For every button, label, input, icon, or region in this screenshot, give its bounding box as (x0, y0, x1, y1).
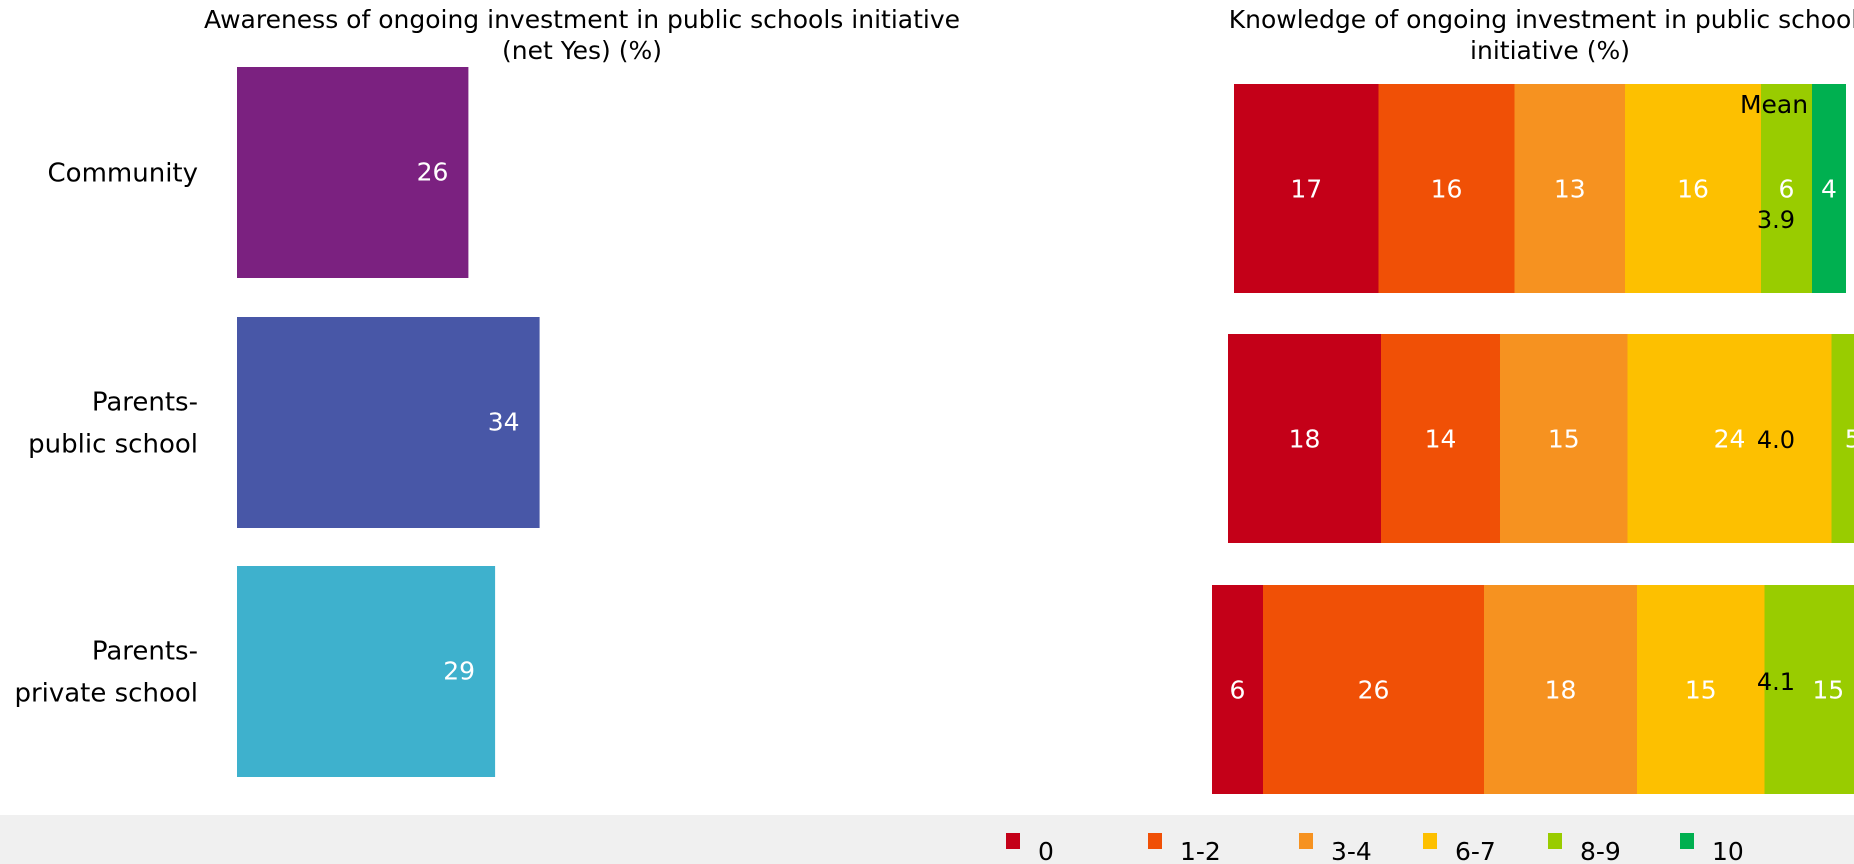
mean-value: 4.1 (1757, 668, 1795, 696)
knowledge-segment (1764, 585, 1854, 794)
knowledge-segment-label: 6 (1230, 676, 1246, 705)
category-label: Parents-public school (28, 388, 198, 460)
chart-title-text: Knowledge of ongoing investment in publi… (1229, 5, 1854, 65)
legend-label: 0 (1038, 837, 1054, 864)
knowledge-segment (1228, 334, 1381, 543)
category-label-line: Parents- (92, 637, 198, 667)
legend-label: 6-7 (1455, 837, 1496, 864)
category-label: Parents-private school (14, 637, 198, 709)
awareness-bar (237, 317, 540, 528)
knowledge-segment-label: 18 (1545, 676, 1577, 705)
knowledge-segment (1514, 84, 1625, 293)
knowledge-segment (1234, 84, 1379, 293)
knowledge-segment (1627, 334, 1832, 543)
legend-label: 8-9 (1580, 837, 1621, 864)
legend-swatch (1680, 833, 1694, 849)
awareness-bar-label: 29 (443, 657, 475, 686)
knowledge-segment (1637, 585, 1765, 794)
awareness-chart-title: Awareness of ongoing investment in publi… (204, 5, 960, 65)
knowledge-segment-label: 16 (1677, 175, 1709, 204)
mean-values: 3.9 4.0 4.1 (1757, 206, 1795, 696)
legend: 0 1-2 3-4 6-7 8-9 10 (1006, 833, 1744, 864)
awareness-bar (237, 566, 496, 777)
awareness-bar-label: 34 (488, 408, 520, 437)
knowledge-segment (1625, 84, 1761, 293)
knowledge-segment-label: 16 (1431, 175, 1463, 204)
legend-swatch (1299, 833, 1313, 849)
knowledge-segment (1500, 334, 1628, 543)
category-label-line: private school (14, 679, 198, 709)
knowledge-segment (1212, 585, 1263, 794)
awareness-bar-label: 26 (417, 158, 449, 187)
knowledge-segment (1761, 84, 1812, 293)
awareness-chart: 26 Community 34 Parents-public school 29 Pare… (14, 67, 540, 777)
knowledge-segment-label: 15 (1548, 425, 1580, 454)
knowledge-segment-label: 26 (1358, 676, 1390, 705)
knowledge-segment-label: 24 (1714, 425, 1746, 454)
mean-value: 3.9 (1757, 206, 1795, 234)
category-label: Community (48, 159, 198, 189)
knowledge-segment (1484, 585, 1637, 794)
chart-title-text: Awareness of ongoing investment in publi… (204, 5, 960, 65)
knowledge-segment-label: 15 (1685, 676, 1717, 705)
knowledge-segment-label: 6 (1779, 175, 1795, 204)
legend-label: 3-4 (1331, 837, 1372, 864)
knowledge-segment-label: 14 (1425, 425, 1457, 454)
knowledge-segment-label: 15 (1812, 676, 1844, 705)
legend-background (0, 815, 1854, 864)
mean-value: 4.0 (1757, 426, 1795, 454)
knowledge-chart: 17161316641814152452626181515 (1212, 84, 1854, 794)
knowledge-segment-label: 4 (1821, 175, 1837, 204)
legend-swatch (1423, 833, 1437, 849)
knowledge-segment (1378, 84, 1515, 293)
chart-title-line: initiative (%) (1470, 36, 1630, 65)
knowledge-segment (1831, 334, 1854, 543)
chart-title-line: Awareness of ongoing investment in publi… (204, 5, 960, 34)
awareness-bar (237, 67, 469, 278)
legend-swatch (1006, 833, 1020, 849)
category-label-line: Parents- (92, 388, 198, 418)
legend-swatch (1548, 833, 1562, 849)
chart-title-line: (net Yes) (%) (502, 36, 662, 65)
mean-header: Mean (1740, 90, 1808, 119)
legend-swatch (1148, 833, 1162, 849)
knowledge-segment-label: 13 (1554, 175, 1586, 204)
knowledge-segment-label: 18 (1289, 425, 1321, 454)
knowledge-segment (1263, 585, 1484, 794)
knowledge-segment (1381, 334, 1500, 543)
category-label-line: Community (48, 159, 198, 189)
knowledge-segment-label: 5 (1845, 425, 1854, 454)
knowledge-segment-label: 17 (1290, 175, 1322, 204)
legend-label: 1-2 (1180, 837, 1221, 864)
category-label-line: public school (28, 430, 198, 460)
knowledge-chart-title: Knowledge of ongoing investment in publi… (1229, 5, 1854, 65)
knowledge-segment (1812, 84, 1846, 293)
chart-title-line: Knowledge of ongoing investment in publi… (1229, 5, 1854, 34)
legend-label: 10 (1712, 837, 1744, 864)
